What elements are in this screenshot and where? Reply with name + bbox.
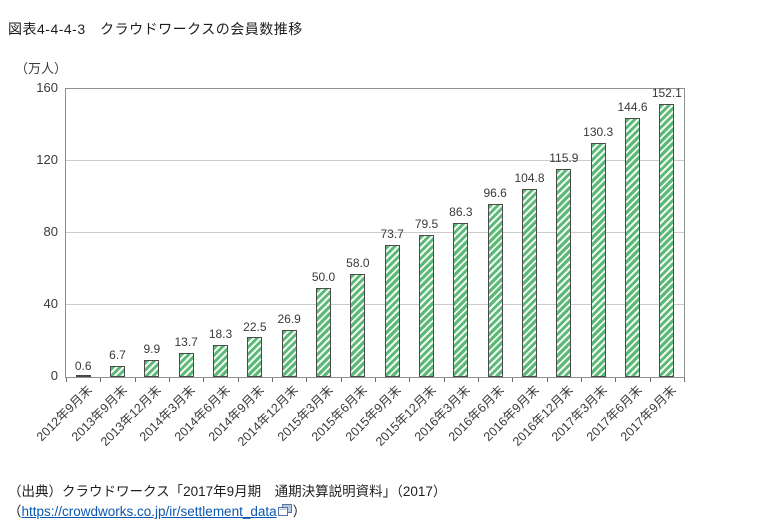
- x-axis-tick: [615, 378, 617, 382]
- bar: [213, 345, 228, 377]
- x-axis-tick: [272, 378, 273, 382]
- source-link-open-paren: （: [8, 504, 22, 519]
- bar-value-label: 152.1: [651, 86, 682, 101]
- bar-value-label: 73.7: [380, 227, 404, 242]
- bar-value-label: 22.5: [243, 319, 267, 334]
- bar-value-label: 130.3: [583, 125, 614, 140]
- bar-value-label: 50.0: [311, 270, 336, 284]
- x-axis-tick: [100, 378, 102, 382]
- bar-value-label: 79.5: [414, 216, 439, 231]
- bar: [453, 223, 469, 377]
- x-axis-tick: [684, 378, 685, 382]
- gridline: [66, 232, 684, 233]
- x-axis-tick: [478, 378, 479, 382]
- bar: [522, 189, 537, 377]
- x-axis-tick: [66, 378, 67, 382]
- x-axis-tick: [649, 378, 651, 382]
- bar: [281, 330, 297, 377]
- x-axis-tick: [375, 378, 376, 382]
- bar-value-label: 115.9: [549, 151, 579, 166]
- bar: [384, 245, 400, 377]
- x-axis-tick: [512, 378, 514, 382]
- source-link-line: （https://crowdworks.co.jp/ir/settlement_…: [8, 502, 446, 523]
- x-axis-tick: [306, 378, 308, 382]
- x-axis-tick: [443, 378, 445, 382]
- bar: [419, 235, 434, 377]
- bar-value-label: 26.9: [277, 311, 301, 326]
- bar-value-label: 144.6: [617, 99, 648, 114]
- figure-title: 図表4-4-4-3 クラウドワークスの会員数推移: [8, 21, 303, 37]
- bar: [350, 274, 366, 377]
- bar: [75, 375, 91, 377]
- bar-value-label: 58.0: [346, 255, 370, 270]
- source-link-close-paren: ）: [292, 504, 307, 519]
- x-axis-tick: [169, 378, 170, 382]
- source-text: （出典）クラウドワークス「2017年9月期 通期決算説明資料」（2017）: [8, 484, 447, 499]
- bar-value-label: 18.3: [208, 327, 233, 342]
- x-axis-tick: [237, 378, 239, 382]
- bar-value-label: 13.7: [174, 335, 198, 350]
- bar: [316, 288, 331, 377]
- bar-value-label: 104.8: [514, 171, 545, 186]
- bar: [487, 204, 503, 377]
- y-axis-tick-label: 120: [36, 152, 58, 167]
- y-axis-unit-label: （万人）: [15, 61, 68, 76]
- x-axis-tick: [581, 378, 582, 382]
- bar: [625, 118, 640, 377]
- bar: [110, 366, 125, 377]
- bar: [247, 337, 263, 377]
- x-axis-tick: [409, 378, 411, 382]
- y-axis-tick-label: 40: [43, 296, 58, 311]
- bar-value-label: 6.7: [109, 347, 126, 362]
- x-axis-tick: [203, 378, 205, 382]
- bar-value-label: 96.6: [483, 186, 507, 201]
- source-note: （出典）クラウドワークス「2017年9月期 通期決算説明資料」（2017） （h…: [8, 482, 446, 523]
- plot-area: 0.6 6.7 9.9 13.7 18.3 22.5 26.9 50.0 58.0 73.7 79.…: [65, 86, 685, 382]
- bar: [590, 143, 606, 377]
- bar-value-label: 0.6: [74, 358, 92, 373]
- source-link[interactable]: https://crowdworks.co.jp/ir/settlement_d…: [21, 504, 277, 519]
- bar-value-label: 86.3: [449, 204, 473, 219]
- x-axis-tick: [546, 378, 548, 382]
- y-axis-tick-label: 0: [50, 368, 58, 383]
- x-axis-tick: [134, 378, 136, 382]
- external-link-icon: [277, 503, 293, 523]
- bar: [556, 169, 572, 377]
- gridline: [66, 160, 684, 161]
- y-axis-tick-label: 80: [43, 224, 58, 239]
- bar: [144, 360, 160, 377]
- bar: [178, 353, 194, 377]
- bar-value-label: 9.9: [143, 342, 161, 357]
- x-axis-tick: [340, 378, 342, 382]
- bar: [659, 104, 675, 377]
- y-axis-tick-label: 160: [36, 80, 58, 95]
- gridline: [66, 304, 684, 305]
